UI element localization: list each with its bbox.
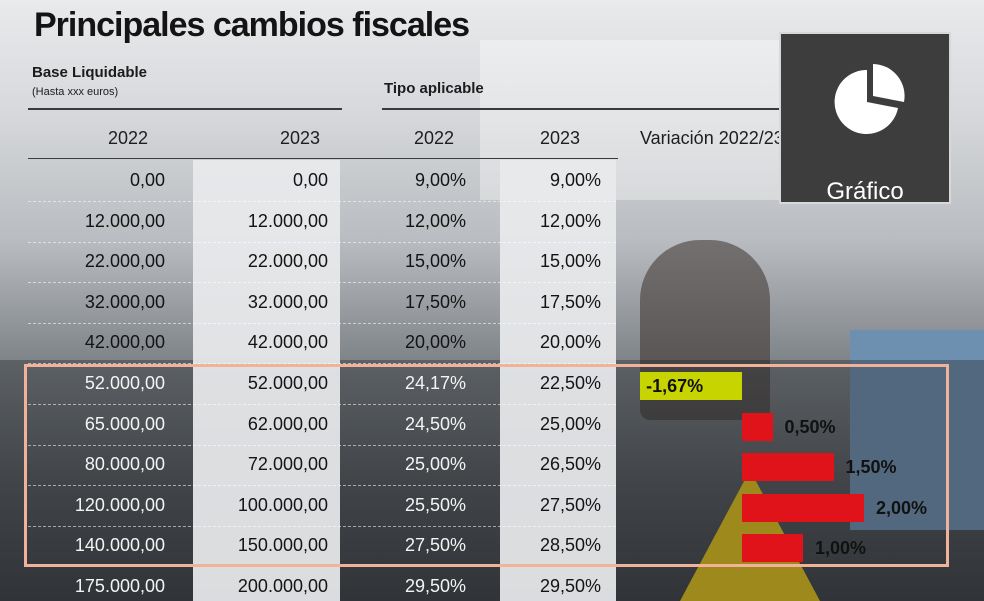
cell-base-2023: 200.000,00 xyxy=(237,576,328,596)
cell-base-2022: 22.000,00 xyxy=(84,251,165,272)
cell-tipo-2023: 29,50% xyxy=(539,576,601,596)
cell-base-2023: 22.000,00 xyxy=(247,251,328,272)
column-band-tipo-2023 xyxy=(500,160,616,601)
cell-tipo-2023: 27,50% xyxy=(539,494,601,515)
column-header-variacion: Variación 2022/23 xyxy=(640,128,784,148)
cell-base-2023: 72.000,00 xyxy=(247,454,328,475)
header-rule-base xyxy=(28,108,342,110)
cell-base-2022: 32.000,00 xyxy=(84,291,165,312)
cell-base-2022: 42.000,00 xyxy=(84,332,165,353)
pie-chart-icon xyxy=(834,64,905,134)
variation-label: -1,67% xyxy=(646,376,704,396)
cell-tipo-2022: 27,50% xyxy=(404,535,466,556)
cell-tipo-2022: 25,50% xyxy=(404,494,466,515)
cell-tipo-2022: 15,00% xyxy=(404,251,466,272)
cell-tipo-2023: 26,50% xyxy=(539,454,601,475)
variation-label: 2,00% xyxy=(876,497,928,518)
variation-bar xyxy=(742,493,864,522)
cell-base-2022: 65.000,00 xyxy=(84,413,165,434)
cell-base-2022: 80.000,00 xyxy=(84,454,165,475)
row-separator xyxy=(28,444,616,446)
column-band-base-2023 xyxy=(193,160,340,601)
column-header-tipo-2022: 2022 xyxy=(414,128,455,148)
cell-tipo-2022: 17,50% xyxy=(404,291,466,312)
cell-base-2022: 120.000,00 xyxy=(74,494,165,515)
variation-label: 1,00% xyxy=(815,538,867,559)
cell-base-2022: 52.000,00 xyxy=(84,373,165,393)
cell-base-2023: 150.000,00 xyxy=(237,535,328,556)
header-rule-tipo xyxy=(382,108,782,110)
base-liquidable-sublabel: (Hasta xxx euros) xyxy=(32,86,119,98)
cell-tipo-2023: 17,50% xyxy=(539,291,601,312)
row-separator xyxy=(28,282,616,284)
cell-tipo-2023: 22,50% xyxy=(539,373,601,393)
variation-bar xyxy=(742,453,834,482)
row-separator xyxy=(28,485,616,487)
cell-tipo-2022: 29,50% xyxy=(404,576,466,596)
cell-base-2023: 62.000,00 xyxy=(247,413,328,434)
variation-bar xyxy=(742,534,803,563)
grafico-label: Gráfico xyxy=(826,178,904,205)
cell-base-2022: 0,00 xyxy=(129,170,165,190)
cell-base-2023: 0,00 xyxy=(292,170,328,190)
variation-bar xyxy=(742,412,773,441)
cell-tipo-2022: 24,50% xyxy=(404,413,466,434)
cell-tipo-2022: 20,00% xyxy=(404,332,466,353)
column-header-rule xyxy=(28,158,618,159)
cell-tipo-2023: 25,00% xyxy=(539,413,601,434)
cell-tipo-2022: 9,00% xyxy=(414,170,466,190)
cell-base-2023: 32.000,00 xyxy=(247,291,328,312)
variation-label: 1,50% xyxy=(845,457,897,478)
row-separator xyxy=(28,322,616,324)
page-title: Principales cambios fiscales xyxy=(34,6,470,44)
cell-tipo-2023: 20,00% xyxy=(539,332,601,353)
cell-tipo-2023: 15,00% xyxy=(539,251,601,272)
cell-tipo-2023: 28,50% xyxy=(539,535,601,556)
cell-tipo-2023: 12,00% xyxy=(539,210,601,231)
row-separator xyxy=(28,241,616,243)
row-separator xyxy=(28,363,616,365)
column-header-base-2023: 2023 xyxy=(280,128,321,148)
cell-base-2023: 42.000,00 xyxy=(247,332,328,353)
row-separator xyxy=(28,525,616,527)
cell-tipo-2022: 12,00% xyxy=(404,210,466,231)
cell-base-2022: 140.000,00 xyxy=(74,535,165,556)
cell-tipo-2022: 24,17% xyxy=(404,373,466,393)
highlight-frame xyxy=(24,364,949,567)
base-liquidable-label: Base Liquidable xyxy=(32,64,148,81)
cell-base-2022: 175.000,00 xyxy=(74,576,165,596)
row-separator xyxy=(28,201,616,202)
cell-base-2022: 12.000,00 xyxy=(84,210,165,231)
column-header-base-2022: 2022 xyxy=(108,128,149,148)
column-header-tipo-2023: 2023 xyxy=(540,128,581,148)
cell-base-2023: 52.000,00 xyxy=(247,373,328,393)
grafico-badge: Gráfico xyxy=(779,32,951,205)
tipo-aplicable-label: Tipo aplicable xyxy=(384,80,484,97)
background-monitor xyxy=(850,330,984,530)
variation-bar xyxy=(640,372,742,400)
row-separator xyxy=(28,404,616,405)
variation-label: 0,50% xyxy=(784,416,836,437)
cell-tipo-2023: 9,00% xyxy=(549,170,601,190)
cell-tipo-2022: 25,00% xyxy=(404,454,466,475)
cell-base-2023: 12.000,00 xyxy=(247,210,328,231)
cell-base-2023: 100.000,00 xyxy=(237,494,328,515)
